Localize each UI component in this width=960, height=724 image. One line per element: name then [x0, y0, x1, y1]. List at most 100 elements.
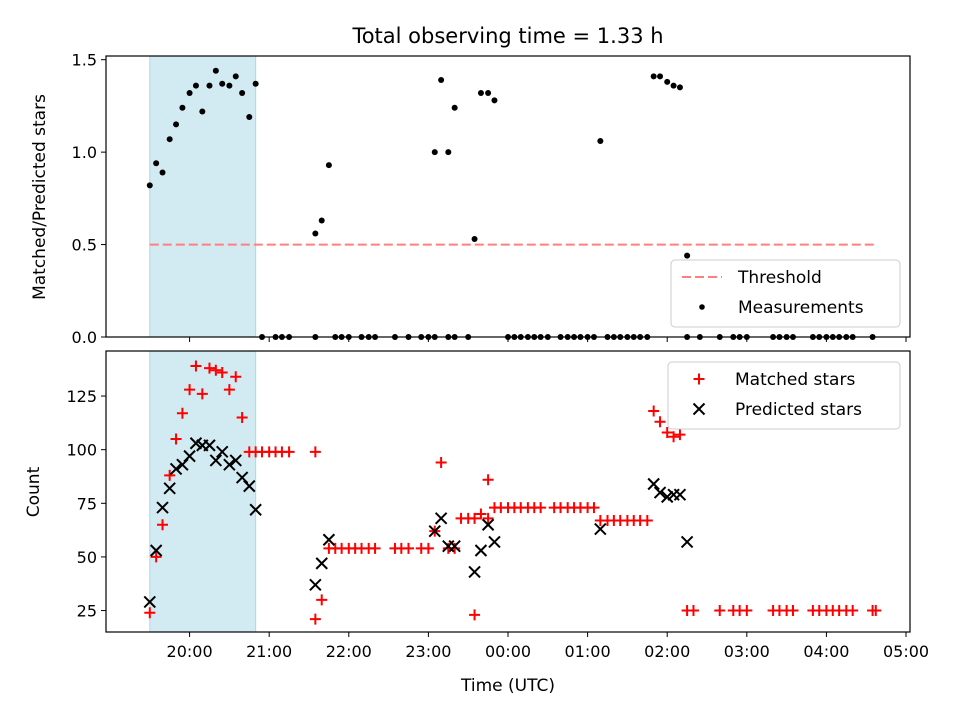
- top-y-tick-label: 1.0: [72, 143, 97, 162]
- matched-star-point: [787, 605, 799, 617]
- measurement-point: [491, 97, 498, 104]
- measurement-point: [657, 73, 664, 80]
- measurement-point: [676, 84, 683, 91]
- predicted-star-point: [183, 449, 196, 463]
- matched-star-point: [150, 551, 162, 563]
- matched-star-point: [196, 388, 208, 400]
- matched-star-point: [210, 364, 222, 376]
- predicted-star-point: [315, 557, 328, 570]
- predicted-star-point: [594, 522, 607, 536]
- measurement-point: [186, 89, 193, 96]
- measurement-point: [173, 121, 180, 128]
- measurement-point: [597, 138, 604, 145]
- matched-star-point: [369, 542, 381, 554]
- matched-star-point: [668, 431, 680, 443]
- predicted-star-point: [223, 458, 236, 471]
- matched-star-point: [674, 429, 686, 441]
- matched-star-point: [654, 416, 666, 428]
- measurement-point: [684, 252, 691, 259]
- predicted-star-point: [680, 535, 694, 549]
- predicted-star-point: [143, 595, 156, 609]
- predicted-star-point: [216, 445, 229, 459]
- predicted-star-point: [428, 524, 441, 538]
- matched-star-point: [283, 446, 295, 458]
- measurement-point: [664, 78, 671, 85]
- x-tick-label: 04:00: [803, 642, 849, 661]
- matched-star-point: [535, 502, 547, 514]
- matched-star-point: [203, 362, 215, 374]
- predicted-star-point: [163, 482, 176, 495]
- measurement-point: [477, 89, 484, 96]
- measurement-point: [445, 149, 452, 156]
- predicted-star-point: [488, 535, 501, 549]
- x-axis-label: Time (UTC): [460, 676, 555, 696]
- measurement-point: [312, 230, 319, 237]
- bottom-y-axis-label: Count: [24, 466, 44, 517]
- matched-star-point: [870, 605, 882, 617]
- predicted-star-point: [468, 565, 481, 579]
- measurement-point: [192, 82, 199, 89]
- bottom-y-tick-label: 125: [66, 387, 97, 406]
- matched-star-point: [230, 371, 242, 383]
- legend-matched-label: Matched stars: [735, 370, 855, 390]
- predicted-star-point: [309, 578, 322, 592]
- matched-star-point: [164, 469, 176, 481]
- matched-star-point: [648, 405, 660, 417]
- matched-star-point: [236, 411, 248, 423]
- measurement-point: [650, 73, 657, 80]
- matched-star-point: [223, 384, 235, 396]
- x-tick-label: 01:00: [565, 642, 611, 661]
- predicted-star-point: [229, 454, 242, 467]
- predicted-star-point: [474, 544, 488, 557]
- x-tick-label: 23:00: [405, 642, 451, 661]
- matched-star-point: [847, 605, 859, 617]
- legend-predicted-swatch: [692, 402, 706, 416]
- bottom-legend-box: [667, 361, 901, 430]
- matched-star-point: [469, 609, 481, 621]
- predicted-star-point: [653, 486, 667, 499]
- matched-star-point: [482, 512, 494, 524]
- matched-star-point: [588, 502, 600, 514]
- predicted-star-point: [169, 462, 183, 476]
- measurement-point: [438, 77, 445, 84]
- matched-star-point: [475, 508, 487, 520]
- predicted-star-point: [673, 488, 687, 501]
- predicted-star-point: [322, 533, 336, 546]
- top-y-axis-label: Matched/Predicted stars: [30, 94, 50, 300]
- matched-star-point: [309, 446, 321, 458]
- x-tick-label: 20:00: [167, 642, 213, 661]
- matched-star-point: [190, 360, 202, 372]
- top-legend-box: [670, 259, 901, 328]
- matched-star-point: [422, 542, 434, 554]
- measurement-point: [239, 89, 246, 96]
- matched-star-point: [714, 605, 726, 617]
- legend-measurements-label: Measurements: [738, 298, 864, 318]
- predicted-star-point: [481, 518, 495, 531]
- x-tick-label: 21:00: [246, 642, 292, 661]
- matched-star-point: [469, 512, 481, 524]
- matched-star-point: [216, 366, 228, 378]
- measurement-point: [146, 182, 153, 189]
- predicted-star-point: [243, 479, 256, 493]
- x-tick-label: 02:00: [644, 642, 690, 661]
- predicted-star-point: [448, 539, 461, 553]
- predicted-star-point: [235, 471, 249, 484]
- measurement-point: [226, 82, 233, 89]
- bottom-y-tick-label: 100: [66, 441, 97, 460]
- measurement-point: [179, 104, 186, 111]
- x-tick-label: 00:00: [485, 642, 531, 661]
- legend-matched-swatch: [693, 373, 705, 385]
- matched-star-point: [741, 605, 753, 617]
- matched-star-point: [661, 427, 673, 439]
- measurement-point: [471, 236, 478, 243]
- matched-star-point: [176, 407, 188, 419]
- legend-measurements-swatch: [699, 304, 705, 310]
- matched-star-point: [309, 613, 321, 625]
- legend-threshold-label: Threshold: [737, 268, 822, 288]
- x-tick-label: 05:00: [883, 642, 929, 661]
- measurement-point: [232, 73, 239, 80]
- measurement-point: [670, 82, 677, 89]
- matched-star-point: [687, 605, 699, 617]
- observing-window-span: [149, 55, 257, 338]
